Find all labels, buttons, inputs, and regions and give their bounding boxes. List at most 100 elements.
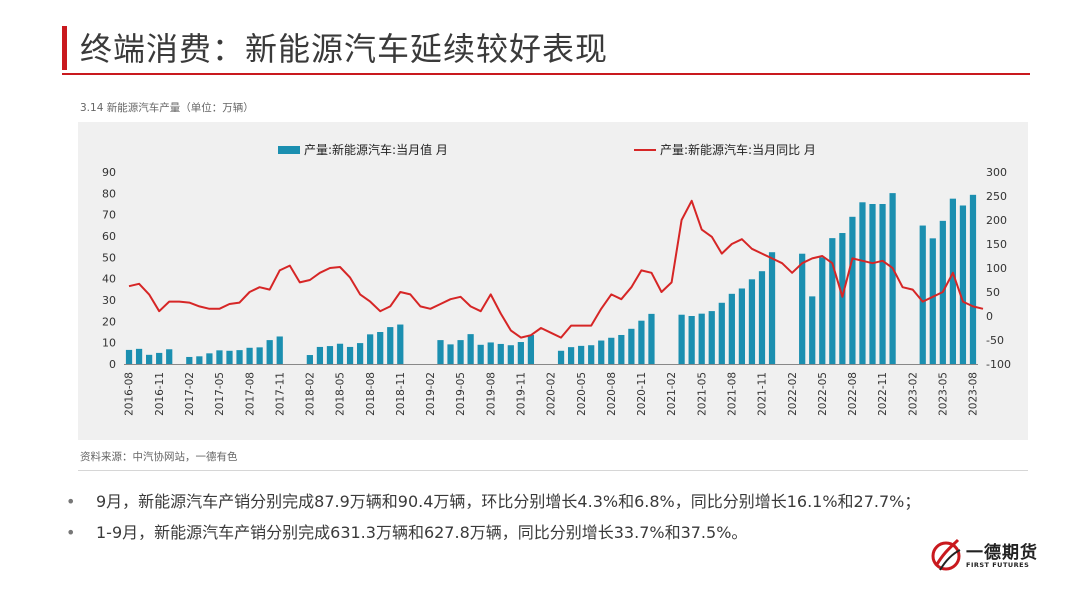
x-axis-tick-label: 2023-05 xyxy=(938,372,950,416)
bar xyxy=(497,343,504,364)
bar xyxy=(367,334,374,364)
bar xyxy=(377,332,384,364)
bar xyxy=(276,336,283,364)
bar xyxy=(447,344,454,364)
left-axis-tick-label: 10 xyxy=(102,337,116,350)
x-axis-tick-label: 2017-08 xyxy=(244,372,256,416)
bar xyxy=(266,340,273,364)
left-axis-tick-label: 20 xyxy=(102,315,116,328)
bar xyxy=(839,233,846,364)
logo-text-cn: 一德期货 xyxy=(966,543,1038,563)
x-axis-tick-label: 2018-11 xyxy=(395,372,407,416)
bar xyxy=(869,204,876,364)
x-axis-tick-label: 2021-02 xyxy=(666,372,678,416)
bar xyxy=(628,328,635,364)
x-axis-tick-label: 2023-02 xyxy=(907,372,919,416)
left-axis-tick-label: 0 xyxy=(109,358,116,371)
bar xyxy=(919,225,926,364)
bar xyxy=(477,344,484,364)
bar xyxy=(156,352,163,364)
x-axis-tick-label: 2021-11 xyxy=(757,372,769,416)
left-axis-tick-label: 60 xyxy=(102,230,116,243)
bar xyxy=(949,198,956,364)
bar xyxy=(437,340,444,364)
x-axis-tick-label: 2020-05 xyxy=(576,372,588,416)
right-axis-tick-label: 50 xyxy=(986,286,1000,299)
title-accent-bar xyxy=(62,26,67,70)
bar xyxy=(728,293,735,364)
x-axis-tick-label: 2023-08 xyxy=(968,372,980,416)
x-axis-tick-label: 2020-02 xyxy=(546,372,558,416)
bar xyxy=(889,193,896,364)
left-axis-tick-label: 90 xyxy=(102,166,116,179)
right-axis-tick-label: -50 xyxy=(986,334,1004,347)
bar xyxy=(718,302,725,364)
bar xyxy=(929,238,936,364)
bar xyxy=(507,345,514,364)
x-axis-tick-label: 2018-02 xyxy=(305,372,317,416)
x-axis-tick-label: 2019-11 xyxy=(516,372,528,416)
bar xyxy=(125,349,133,364)
x-axis-tick-label: 2017-02 xyxy=(184,372,196,416)
legend-line-label: 产量:新能源汽车:当月同比 月 xyxy=(660,142,816,157)
bar xyxy=(768,252,776,364)
legend-bar-label: 产量:新能源汽车:当月值 月 xyxy=(304,142,448,157)
bar xyxy=(879,204,886,364)
x-axis-tick-label: 2016-08 xyxy=(124,372,136,416)
bar xyxy=(598,340,605,364)
bar xyxy=(969,194,977,364)
bar xyxy=(306,355,313,364)
bar xyxy=(135,348,143,364)
right-axis-tick-label: -100 xyxy=(986,358,1011,371)
bar xyxy=(236,350,243,364)
bar xyxy=(567,347,575,364)
left-axis-tick-label: 70 xyxy=(102,209,116,222)
x-axis-tick-label: 2019-02 xyxy=(425,372,437,416)
bar xyxy=(849,216,856,364)
title-rule xyxy=(62,73,1030,75)
bar xyxy=(216,350,223,364)
bullet-dot: • xyxy=(66,492,76,511)
page-title: 终端消费：新能源汽车延续较好表现 xyxy=(80,30,609,68)
x-axis-tick-label: 2021-05 xyxy=(696,372,708,416)
bullet-dot: • xyxy=(66,523,76,542)
x-axis-tick-label: 2019-08 xyxy=(485,372,497,416)
x-axis-tick-label: 2020-08 xyxy=(606,372,618,416)
left-axis-tick-label: 30 xyxy=(102,294,116,307)
bar xyxy=(608,337,615,364)
right-axis-tick-label: 300 xyxy=(986,166,1007,179)
bar xyxy=(246,347,253,364)
bar xyxy=(748,279,756,364)
bar xyxy=(738,288,746,364)
x-axis-tick-label: 2019-05 xyxy=(455,372,467,416)
x-axis-tick-label: 2017-11 xyxy=(274,372,286,416)
bar xyxy=(698,313,705,364)
bar xyxy=(517,342,524,364)
bar xyxy=(336,343,344,364)
bullet-text: 9月，新能源汽车产销分别完成87.9万辆和90.4万辆，环比分别增长4.3%和6… xyxy=(96,492,921,511)
bar xyxy=(708,311,715,364)
bar xyxy=(758,271,766,364)
bar xyxy=(557,350,565,364)
bar xyxy=(316,346,324,364)
bar xyxy=(648,313,655,364)
bar xyxy=(859,202,866,364)
bar xyxy=(959,205,967,364)
bar xyxy=(196,356,203,364)
divider xyxy=(78,470,1028,471)
bar xyxy=(397,324,404,364)
bar xyxy=(146,354,153,364)
bullet-item: • 1-9月，新能源汽车产销分别完成631.3万辆和627.8万辆，同比分别增长3… xyxy=(66,519,747,543)
bar xyxy=(638,320,645,364)
bar xyxy=(467,334,474,364)
legend-bar-swatch xyxy=(278,146,300,154)
bar xyxy=(527,334,535,364)
bar xyxy=(206,353,213,364)
bar xyxy=(578,345,585,364)
right-axis-tick-label: 250 xyxy=(986,190,1007,203)
bar xyxy=(588,345,595,364)
logo-text-en: FIRST FUTURES xyxy=(966,561,1030,569)
chart-source: 资料来源：中汽协网站，一德有色 xyxy=(80,451,238,463)
x-axis-tick-label: 2022-11 xyxy=(877,372,889,416)
x-axis-tick-label: 2022-08 xyxy=(847,372,859,416)
